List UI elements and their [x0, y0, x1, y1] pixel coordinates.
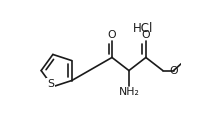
Text: O: O: [142, 30, 150, 40]
Text: NH₂: NH₂: [119, 87, 139, 97]
Text: O: O: [108, 30, 116, 40]
Text: O: O: [169, 66, 178, 76]
Text: HCl: HCl: [133, 22, 153, 36]
Text: S: S: [47, 79, 54, 89]
